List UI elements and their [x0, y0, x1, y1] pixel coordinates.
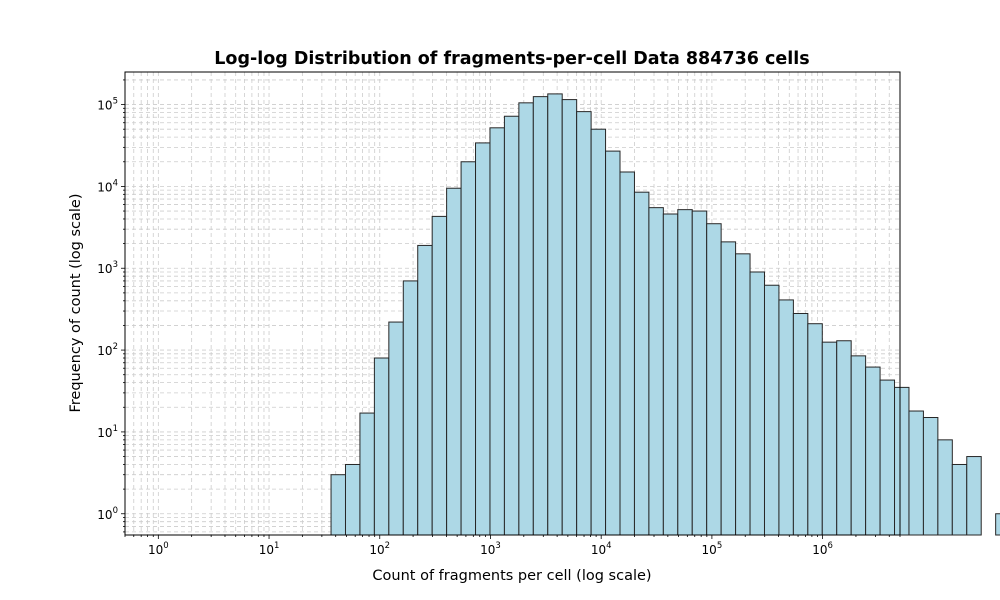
histogram-bar	[749, 271, 765, 536]
histogram-bar	[460, 161, 477, 536]
histogram-bar	[951, 463, 968, 536]
x-tick-label: 106	[812, 541, 833, 557]
y-axis-label: Frequency of count (log scale)	[68, 193, 84, 412]
histogram-bar	[388, 321, 404, 536]
x-axis-label: Count of fragments per cell (log scale)	[372, 568, 651, 584]
histogram-bar	[966, 456, 982, 536]
histogram-bar	[720, 241, 737, 536]
histogram-bar	[619, 171, 635, 536]
histogram-bar	[995, 513, 1000, 536]
x-tick-label: 104	[591, 541, 612, 557]
histogram-bar	[561, 99, 578, 536]
histogram-bar	[821, 341, 838, 536]
histogram-bar	[489, 127, 505, 536]
histogram-bar	[373, 357, 390, 536]
x-tick-label: 102	[369, 541, 390, 557]
histogram-bar	[576, 111, 592, 536]
histogram-bar	[518, 102, 534, 536]
histogram-bar	[735, 253, 751, 536]
histogram-bar	[431, 215, 448, 536]
histogram-bar	[865, 366, 881, 536]
histogram-bar	[792, 312, 809, 536]
histogram-bar	[503, 115, 520, 536]
y-tick-label: 103	[97, 260, 118, 276]
histogram-bar	[807, 323, 823, 536]
histogram-bar	[475, 142, 491, 536]
histogram-bar	[605, 150, 621, 536]
plot-frame	[124, 71, 901, 536]
histogram-bar	[330, 474, 346, 536]
histogram-bar	[547, 93, 563, 536]
histogram-bar	[648, 207, 664, 536]
histogram-bar	[778, 299, 794, 536]
x-axis-ticks: 100 101 102 103 104 105 106	[124, 535, 901, 557]
histogram-bar	[836, 340, 852, 536]
histogram-bar	[446, 187, 462, 536]
y-tick-label: 100	[97, 506, 118, 522]
histogram-bar	[894, 386, 910, 536]
x-tick-label: 103	[480, 541, 501, 557]
histogram-bar	[359, 412, 375, 536]
histogram-bar	[677, 209, 693, 536]
histogram-bar	[633, 191, 650, 536]
histogram-bar	[590, 128, 607, 536]
histogram-bar	[850, 355, 867, 536]
histogram-bar	[532, 96, 549, 536]
histogram-bar	[908, 410, 924, 536]
y-axis-ticks: 100 101 102 103 104 105	[97, 79, 125, 533]
y-tick-label: 102	[97, 342, 118, 358]
histogram-bar	[922, 417, 939, 536]
histogram-bar	[879, 379, 896, 536]
histogram-bar	[763, 284, 780, 536]
x-tick-label: 100	[148, 541, 169, 557]
histogram-bar	[691, 210, 708, 536]
histogram-bar	[344, 463, 361, 536]
histogram-bar	[662, 213, 679, 536]
y-tick-label: 101	[97, 424, 118, 440]
chart-title: Log-log Distribution of fragments-per-ce…	[214, 49, 809, 69]
histogram-bar	[417, 244, 433, 536]
histogram-bar	[402, 280, 419, 536]
x-tick-label: 101	[259, 541, 280, 557]
histogram-bar	[937, 439, 953, 536]
y-tick-label: 104	[97, 178, 118, 194]
histogram-bar	[706, 223, 722, 536]
y-tick-label: 105	[97, 97, 118, 113]
x-tick-label: 105	[702, 541, 723, 557]
